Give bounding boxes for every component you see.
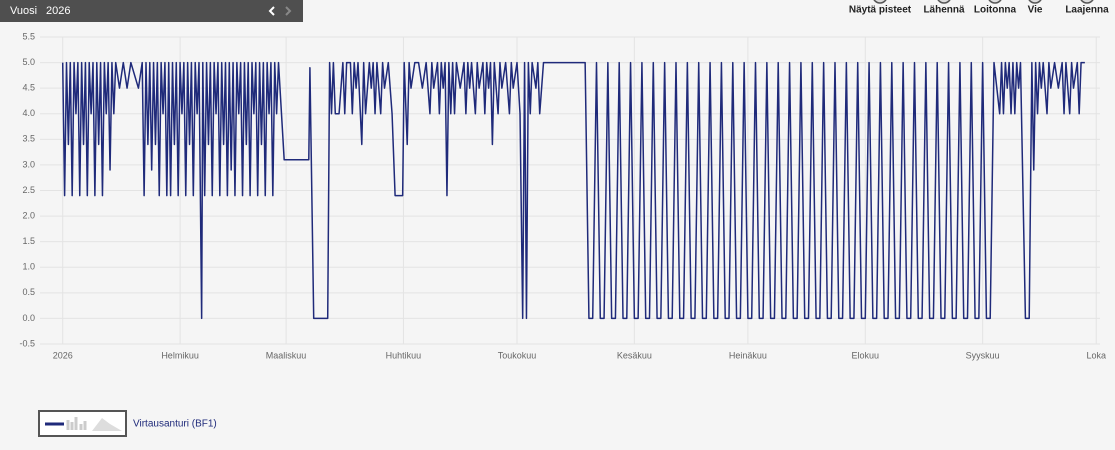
y-tick-label: 4.0 (22, 108, 35, 118)
data-line (61, 61, 1085, 320)
legend-area-icon (92, 418, 122, 431)
x-tick-label: Heinäkuu (729, 350, 767, 360)
legend-bar-icon (66, 417, 87, 430)
toolbar-button[interactable]: Laajenna (1065, 5, 1109, 16)
y-tick-label: 4.5 (22, 83, 35, 93)
y-tick-label: 0.0 (22, 313, 35, 323)
y-tick-label: 2.5 (22, 185, 35, 195)
button-icon[interactable] (988, 0, 1002, 4)
next-button[interactable] (285, 6, 292, 16)
x-tick-label: Toukokuu (498, 350, 537, 360)
button-icon[interactable] (1028, 0, 1042, 4)
x-tick-label: Syyskuu (966, 350, 1000, 360)
x-tick-label: Maaliskuu (266, 350, 307, 360)
y-tick-label: 2.0 (22, 210, 35, 220)
toolbar-button[interactable]: Loitonna (974, 5, 1017, 16)
y-tick-label: 1.0 (22, 262, 35, 272)
toolbar-button[interactable]: Vie (1028, 5, 1043, 16)
toolbar-buttons: Näytä pisteet Lähennä Loitonna Vie Laajenna (849, 0, 1109, 16)
y-tick-label: 3.5 (22, 134, 35, 144)
legend-label: Virtausanturi (BF1) (133, 419, 217, 430)
x-tick-label: 2026 (53, 350, 73, 360)
y-tick-label: 5.0 (22, 57, 35, 67)
y-tick-label: -0.5 (19, 338, 35, 348)
toolbar-year: 2026 (46, 5, 70, 17)
y-tick-label: 1.5 (22, 236, 35, 246)
y-tick-label: 0.5 (22, 287, 35, 297)
button-icon[interactable] (873, 0, 887, 4)
plot-area: 5.5 5.0 4.5 4.0 3.5 3.0 2.5 2.0 1.5 1.0 0.5 0.0 -0.5… (19, 31, 1105, 360)
toolbar-button[interactable]: Lähennä (923, 5, 965, 16)
x-tick-label: Loka (1086, 350, 1106, 360)
toolbar-label: Vuosi (10, 5, 37, 17)
x-tick-label: Kesäkuu (617, 350, 652, 360)
y-tick-label: 3.0 (22, 159, 35, 169)
x-tick-label: Elokuu (852, 350, 880, 360)
x-tick-label: Huhtikuu (386, 350, 422, 360)
button-icon[interactable] (1080, 0, 1094, 4)
x-tick-label: Helmikuu (161, 350, 199, 360)
prev-button[interactable] (268, 6, 275, 16)
y-tick-label: 5.5 (22, 31, 35, 41)
toolbar-button[interactable]: Näytä pisteet (849, 5, 912, 16)
button-icon[interactable] (937, 0, 951, 4)
year-toolbar (0, 0, 303, 22)
